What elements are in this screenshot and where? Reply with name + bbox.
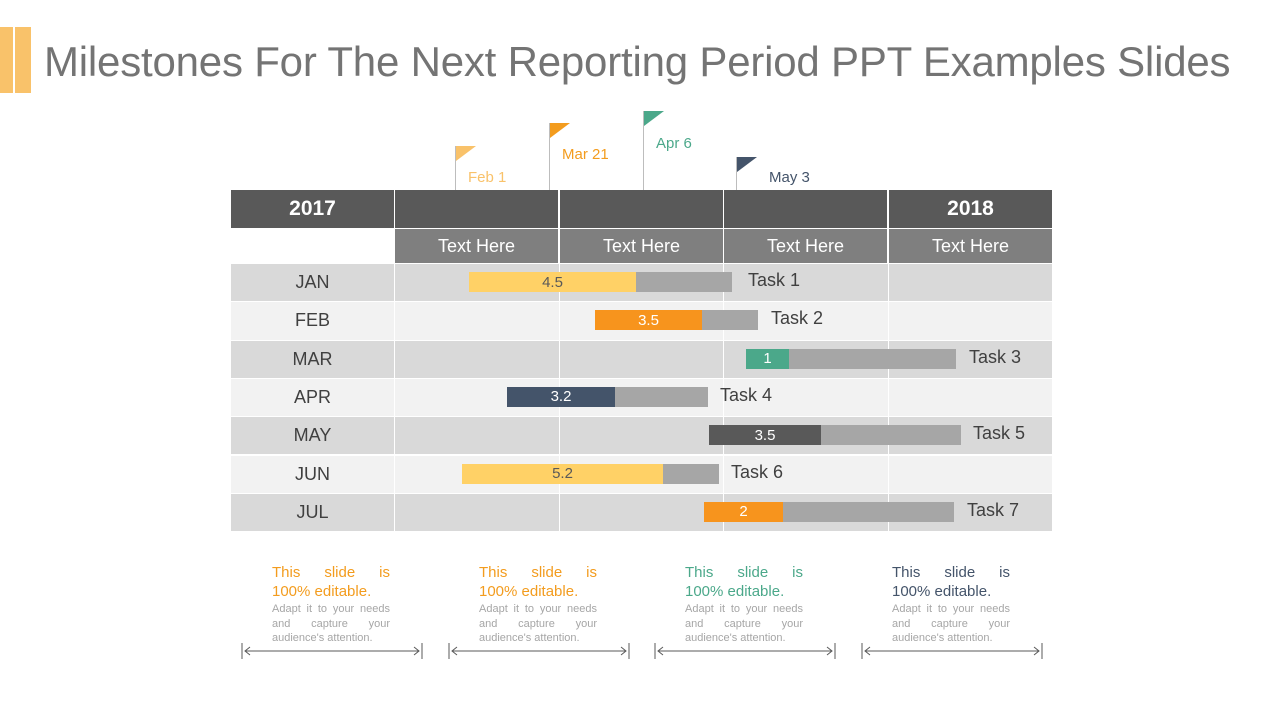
month-label: APR (293, 387, 331, 408)
month-label: MAY (293, 425, 332, 446)
month-label: JUN (295, 463, 330, 484)
task-label: Task 2 (771, 308, 824, 329)
flag-pole (643, 111, 644, 193)
flag-icon (456, 146, 476, 161)
bar-value: 5.2 (462, 463, 663, 484)
milestone-label: May 3 (769, 169, 810, 186)
note-body: Adapt it to your needs and capture your … (272, 603, 390, 644)
range-arrow-icon (241, 641, 423, 661)
column-divider (394, 264, 395, 532)
milestone-label: Mar 21 (562, 146, 609, 163)
column-header: Text Here (560, 229, 723, 263)
flag-pole (455, 146, 456, 194)
month-label: JAN (295, 272, 330, 293)
page-title: Milestones For The Next Reporting Period… (44, 38, 1231, 85)
task-label: Task 3 (969, 346, 1022, 367)
bar-value: 3.5 (709, 425, 821, 446)
note-body: Adapt it to your needs and capture your … (892, 603, 1010, 644)
note-title: This slide is 100% editable. (272, 564, 390, 600)
column-divider (888, 264, 889, 532)
note-title: This slide is 100% editable. (892, 564, 1010, 600)
note-title: This slide is 100% editable. (685, 564, 803, 600)
column-divider (723, 264, 724, 532)
blank-year-cell (724, 190, 887, 228)
task-label: Task 5 (973, 423, 1026, 444)
month-label: JUL (296, 501, 329, 522)
task-label: Task 4 (720, 384, 773, 405)
milestone-label: Feb 1 (468, 169, 507, 186)
range-arrow-icon (861, 641, 1043, 661)
bar-value: 4.5 (469, 272, 636, 292)
bar-value: 3.2 (507, 386, 615, 407)
year-2018-header: 2018 (889, 190, 1052, 228)
bar-value: 1 (746, 348, 789, 369)
milestone-label: Apr 6 (656, 135, 692, 152)
task-label: Task 6 (731, 461, 784, 482)
flag-icon (550, 123, 570, 138)
range-arrow-icon (654, 641, 836, 661)
note-block: This slide is 100% editable. Adapt it to … (685, 563, 803, 646)
flag-pole (736, 157, 737, 193)
note-body: Adapt it to your needs and capture your … (479, 603, 597, 644)
blank-year-cell (560, 190, 723, 228)
column-header: Text Here (889, 229, 1052, 263)
column-header: Text Here (724, 229, 887, 263)
flag-pole (549, 123, 550, 193)
note-block: This slide is 100% editable. Adapt it to … (479, 563, 597, 646)
flag-icon (644, 111, 664, 126)
bar-value: 3.5 (595, 310, 702, 331)
title-accent-bar-1 (0, 27, 13, 93)
note-body: Adapt it to your needs and capture your … (685, 603, 803, 644)
note-title: This slide is 100% editable. (479, 564, 597, 600)
month-label: MAR (292, 348, 333, 369)
column-header: Text Here (395, 229, 558, 263)
year-2017-header: 2017 (231, 190, 394, 228)
blank-year-cell (395, 190, 558, 228)
bar-value: 2 (704, 501, 783, 522)
task-label: Task 1 (748, 270, 801, 290)
flag-icon (737, 157, 757, 172)
range-arrow-icon (448, 641, 630, 661)
title-accent-bar-2 (15, 27, 31, 93)
month-label: FEB (294, 310, 330, 331)
bar-remainder (746, 348, 956, 369)
task-label: Task 7 (967, 499, 1020, 520)
note-block: This slide is 100% editable. Adapt it to … (272, 563, 390, 646)
note-block: This slide is 100% editable. Adapt it to … (892, 563, 1010, 646)
